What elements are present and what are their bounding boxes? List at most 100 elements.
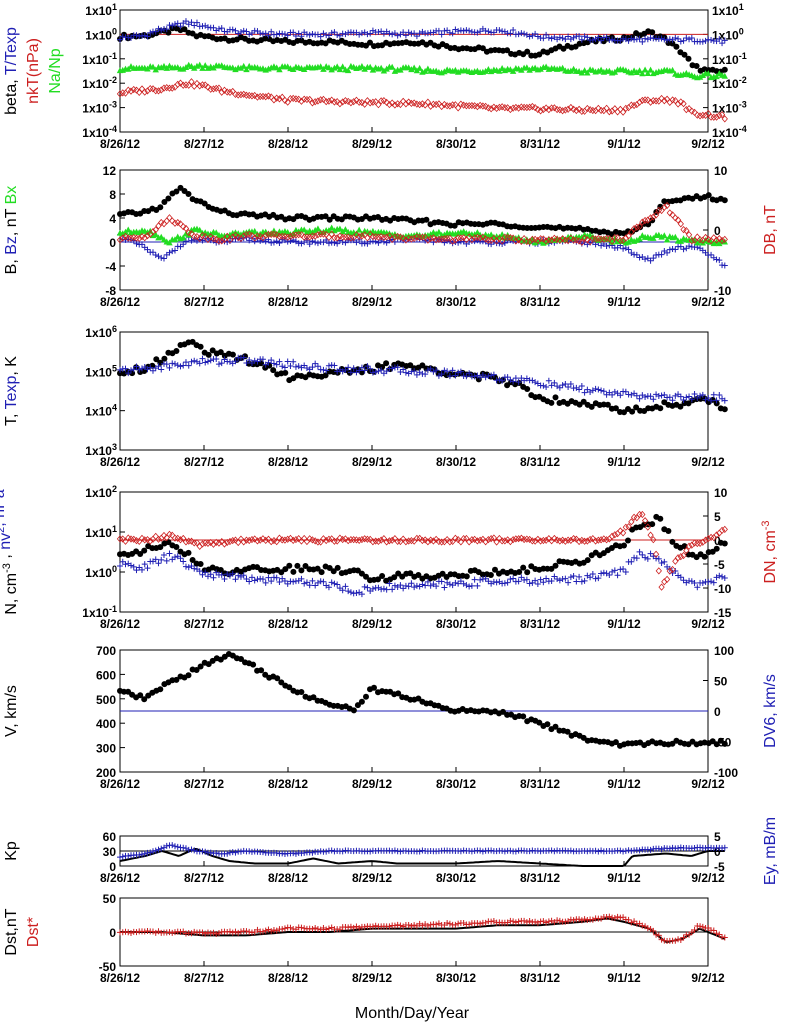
data-point [298, 567, 305, 574]
data-point [380, 585, 387, 592]
data-point [647, 550, 654, 557]
y-axis-label-right: Ey, mB/m [762, 817, 779, 885]
data-point [699, 923, 706, 930]
data-point [378, 536, 385, 544]
data-point [177, 79, 184, 87]
x-tick-label: 8/30/12 [436, 455, 476, 469]
data-point [552, 723, 559, 730]
data-point [493, 104, 500, 112]
data-point [246, 356, 253, 363]
data-point [570, 917, 577, 924]
data-point [185, 537, 192, 545]
data-point [196, 226, 203, 233]
data-point [334, 581, 341, 588]
data-point [342, 366, 349, 373]
data-point [259, 234, 267, 242]
data-point [556, 34, 563, 41]
data-point [328, 29, 335, 36]
data-point [202, 569, 209, 576]
data-point [548, 565, 555, 572]
data-point [581, 916, 588, 923]
data-point [386, 580, 393, 587]
data-point [229, 26, 236, 33]
data-point [650, 213, 657, 221]
data-point [441, 584, 448, 591]
data-point [424, 578, 431, 585]
x-tick-label: 9/2/12 [691, 617, 725, 631]
data-point [427, 102, 434, 110]
data-point [457, 578, 464, 585]
data-point [353, 923, 360, 930]
data-point [251, 91, 258, 100]
data-point [166, 214, 173, 222]
data-point [334, 240, 341, 247]
data-point [708, 251, 715, 258]
left-tick-label: 8 [109, 188, 116, 202]
data-point [215, 237, 223, 245]
right-tick-label: -5 [714, 558, 725, 572]
x-tick-label: 8/29/12 [352, 137, 392, 151]
panel-frame [119, 491, 709, 613]
x-tick-label: 8/31/12 [520, 871, 560, 885]
data-point [444, 579, 451, 586]
data-point [551, 534, 558, 543]
data-point [452, 921, 459, 928]
data-point [309, 577, 316, 584]
data-point [356, 367, 363, 374]
data-point [306, 31, 313, 38]
data-point [339, 63, 346, 70]
data-point [642, 256, 649, 263]
data-point [232, 928, 239, 935]
data-point [189, 557, 196, 563]
data-point [595, 848, 602, 855]
data-point [268, 928, 275, 935]
data-point [180, 534, 187, 543]
data-point [507, 917, 514, 924]
left-tick-label: -50 [99, 960, 117, 974]
data-point [680, 37, 687, 44]
data-point [523, 919, 530, 926]
data-point [322, 40, 329, 47]
right-tick-label: 5 [714, 510, 721, 524]
data-point [292, 850, 299, 857]
data-point [391, 922, 398, 929]
data-point [402, 538, 410, 546]
data-point [119, 853, 126, 860]
data-point [536, 51, 543, 58]
data-point [482, 102, 489, 110]
data-point [669, 844, 676, 851]
data-point [413, 371, 420, 378]
data-point [716, 931, 723, 938]
data-point [243, 231, 250, 239]
data-point [325, 535, 333, 543]
data-point [331, 537, 338, 545]
data-point [270, 239, 277, 246]
data-point [576, 916, 583, 923]
data-point [435, 27, 442, 34]
data-point [171, 21, 178, 28]
data-point [367, 365, 374, 372]
data-point [666, 36, 673, 43]
data-point [589, 37, 596, 44]
data-point [155, 363, 162, 370]
data-point [298, 689, 305, 695]
data-point [229, 570, 236, 577]
data-point [614, 108, 621, 116]
right-tick-label: 0 [714, 224, 721, 238]
data-point [369, 585, 376, 592]
data-point [466, 583, 473, 590]
data-point [166, 929, 173, 936]
data-point [389, 586, 396, 593]
data-point [353, 589, 360, 596]
data-point [556, 384, 563, 391]
data-point [721, 37, 728, 44]
data-point [542, 237, 550, 245]
data-point [273, 231, 280, 239]
data-point [303, 537, 311, 546]
data-point [532, 379, 539, 386]
data-point [630, 224, 638, 233]
data-point [433, 583, 440, 590]
data-point [287, 94, 294, 103]
data-point [537, 537, 544, 545]
data-point [273, 850, 280, 857]
